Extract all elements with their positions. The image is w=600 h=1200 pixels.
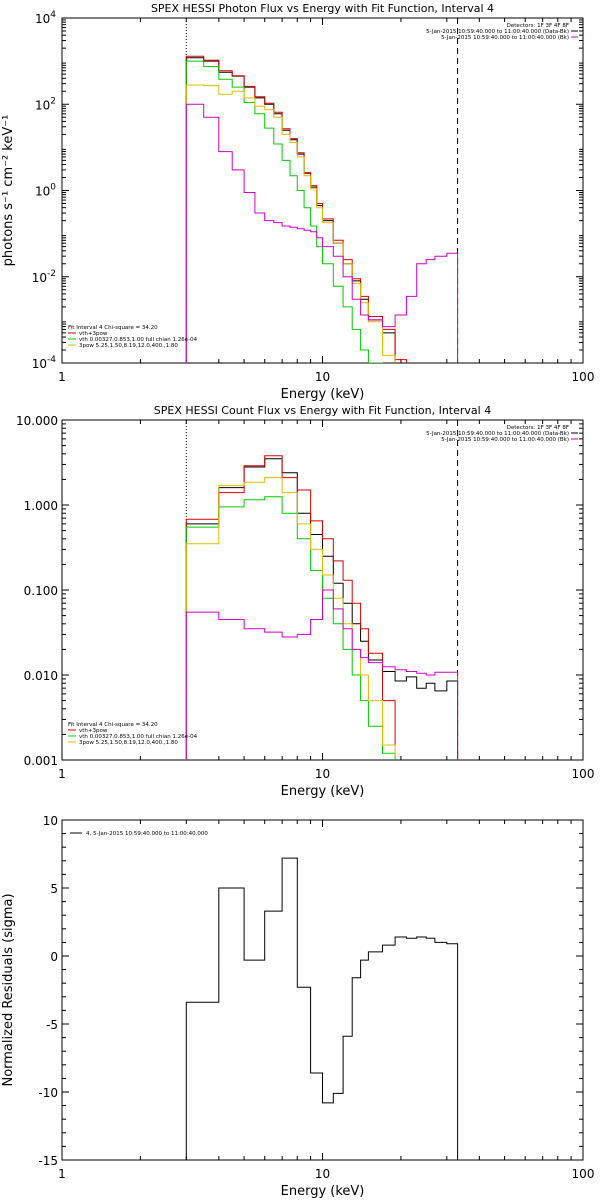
x-tick-label: 10 — [315, 370, 330, 384]
y-tick-exponent: 2 — [50, 96, 56, 106]
legend-bottom-left-item: 3pow 5.25,1.50,8.19,12.0,400.,1.80 — [79, 740, 178, 746]
y-tick-base: 10 — [35, 12, 50, 26]
legend-bottom-left-item: Fit Interval 4 Chi-square = 34.20 — [68, 325, 158, 331]
chart-title: SPEX HESSI Photon Flux vs Energy with Fi… — [151, 2, 494, 15]
x-tick-label: 10 — [315, 767, 330, 781]
legend-top-right-item: 5-Jan-2015 10:59:40.000 to 11:00:40.000 … — [426, 29, 569, 35]
count-flux-panel: SPEX HESSI Count Flux vs Energy with Fit… — [16, 404, 594, 799]
residuals-panel: Energy (keV) Normalized Residuals (sigma)… — [1, 814, 594, 1199]
y-tick-exponent: -2 — [47, 269, 56, 279]
series-line — [185, 455, 396, 760]
series-group — [185, 857, 459, 1160]
series-line — [185, 477, 396, 760]
y-tick-exponent: -4 — [47, 355, 56, 365]
y-tick-base: 10 — [35, 98, 50, 112]
y-tick-label: 10.000 — [16, 414, 58, 428]
y-tick-label: 0.010 — [24, 669, 58, 683]
legend-top-right-item: Detectors: 1F 3F 4F 8F — [507, 425, 569, 431]
legend-bottom-left-item: vth+3pow — [79, 728, 108, 734]
x-tick-label: 100 — [572, 370, 595, 384]
series-line — [185, 60, 383, 363]
x-tick-label: 1 — [58, 1167, 66, 1181]
y-tick-label: 0.001 — [24, 754, 58, 768]
legend-bottom-left-item: 3pow 5.25,1.50,8.19,12.0,400.,1.80 — [79, 343, 178, 349]
legend-top-right-item: 5-Jan-2015 10:59:40.000 to 11:00:40.000 … — [441, 35, 569, 41]
x-tick-label: 100 — [572, 1167, 595, 1181]
series-line — [185, 55, 407, 363]
legend-bottom-left-item: vth 0.00327,0.853,1.00 full chian 1.26e-… — [79, 337, 198, 343]
series-line — [185, 857, 459, 1160]
y-axis-label: photons s⁻¹ cm⁻² keV⁻¹ — [1, 115, 16, 267]
y-tick-base: 10 — [35, 185, 50, 199]
chart-title: SPEX HESSI Count Flux vs Energy with Fit… — [154, 404, 491, 417]
y-tick-exponent: 0 — [50, 183, 56, 193]
series-line — [185, 57, 407, 363]
x-tick-label: 1 — [58, 370, 66, 384]
y-tick-label: 0 — [50, 950, 58, 964]
y-tick-label: -10 — [38, 1086, 58, 1100]
legend-top-right-item: 5-Jan-2015 10:59:40.000 to 11:00:40.000 … — [426, 431, 569, 437]
legend-bottom-left-item: vth+3pow — [79, 331, 108, 337]
x-axis-label: Energy (keV) — [281, 387, 365, 402]
y-tick-label: 10-4 — [32, 355, 57, 371]
series-line — [185, 496, 396, 760]
x-tick-label: 10 — [315, 1167, 330, 1181]
plot-frame — [61, 819, 584, 1161]
legend-top-right-item: Detectors: 1F 3F 4F 8F — [507, 23, 569, 29]
y-tick-label: 10-2 — [32, 269, 56, 285]
series-line — [185, 589, 459, 760]
series-group — [185, 455, 459, 760]
y-tick-label: 102 — [35, 96, 56, 112]
legend-top-left-item: 4, 5-Jan-2015 10:59:40.000 to 11:00:40.0… — [86, 831, 208, 837]
series-line — [185, 84, 396, 363]
y-tick-label: 5 — [50, 882, 58, 896]
y-tick-label: 0.100 — [24, 584, 58, 598]
x-axis-label: Energy (keV) — [281, 1184, 365, 1199]
y-tick-base: 10 — [32, 271, 47, 285]
y-tick-exponent: 4 — [50, 10, 56, 20]
series-line — [185, 103, 459, 363]
y-tick-label: -5 — [46, 1018, 58, 1032]
x-tick-label: 1 — [58, 767, 66, 781]
legend-bottom-left-item: vth 0.00327,0.853,1.00 full chian 1.26e-… — [79, 734, 198, 740]
y-tick-label: 10 — [43, 814, 58, 828]
y-tick-label: -15 — [38, 1154, 58, 1168]
y-tick-label: 100 — [35, 183, 56, 199]
y-tick-label: 1.000 — [24, 499, 58, 513]
x-axis-label: Energy (keV) — [281, 784, 365, 799]
legend-top-right-item: 5-Jan-2015 10:59:40.000 to 11:00:40.000 … — [441, 437, 569, 443]
photon-flux-panel: SPEX HESSI Photon Flux vs Energy with Fi… — [1, 2, 594, 402]
y-tick-label: 104 — [35, 10, 56, 26]
x-tick-label: 100 — [572, 767, 595, 781]
plot-frame — [61, 17, 584, 364]
y-tick-base: 10 — [32, 357, 47, 371]
y-axis-label: Normalized Residuals (sigma) — [1, 893, 16, 1086]
legend-bottom-left-item: Fit Interval 4 Chi-square = 34.20 — [68, 722, 158, 728]
series-group — [185, 55, 459, 363]
